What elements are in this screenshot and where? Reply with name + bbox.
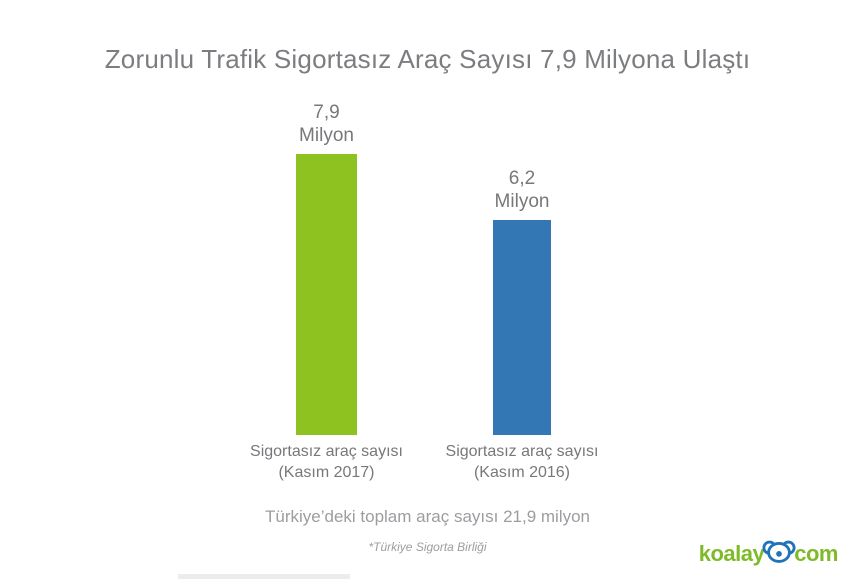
bar-2016 bbox=[493, 220, 551, 435]
value-label-2016: 6,2 Milyon bbox=[494, 168, 550, 212]
chart-title: Zorunlu Trafik Sigortasız Araç Sayısı 7,… bbox=[104, 44, 751, 74]
logo-word-com: com bbox=[794, 540, 838, 566]
category-label-2017-line2: (Kasım 2017) bbox=[278, 464, 375, 481]
koalay-logo: koalay com bbox=[699, 537, 838, 570]
total-vehicles-note: Türkiye’deki toplam araç sayısı 21,9 mil… bbox=[264, 507, 591, 526]
logo-word-koalay: koalay bbox=[698, 540, 765, 566]
category-label-2017-line1: Sigortasız araç sayısı bbox=[250, 443, 403, 460]
category-label-2017: Sigortasız araç sayısı (Kasım 2017) bbox=[231, 441, 422, 483]
category-label-2016: Sigortasız araç sayısı (Kasım 2016) bbox=[427, 441, 617, 483]
source-attribution: *Türkiye Sigorta Birliği bbox=[368, 540, 487, 554]
value-label-2017: 7,9 Milyon bbox=[299, 102, 354, 146]
bar-2017 bbox=[296, 154, 357, 435]
koala-head-icon bbox=[762, 538, 796, 571]
category-label-2016-line2: (Kasım 2016) bbox=[473, 464, 571, 481]
cropped-edge-artifact bbox=[178, 574, 350, 579]
category-label-2016-line1: Sigortasız araç sayısı bbox=[445, 443, 599, 460]
